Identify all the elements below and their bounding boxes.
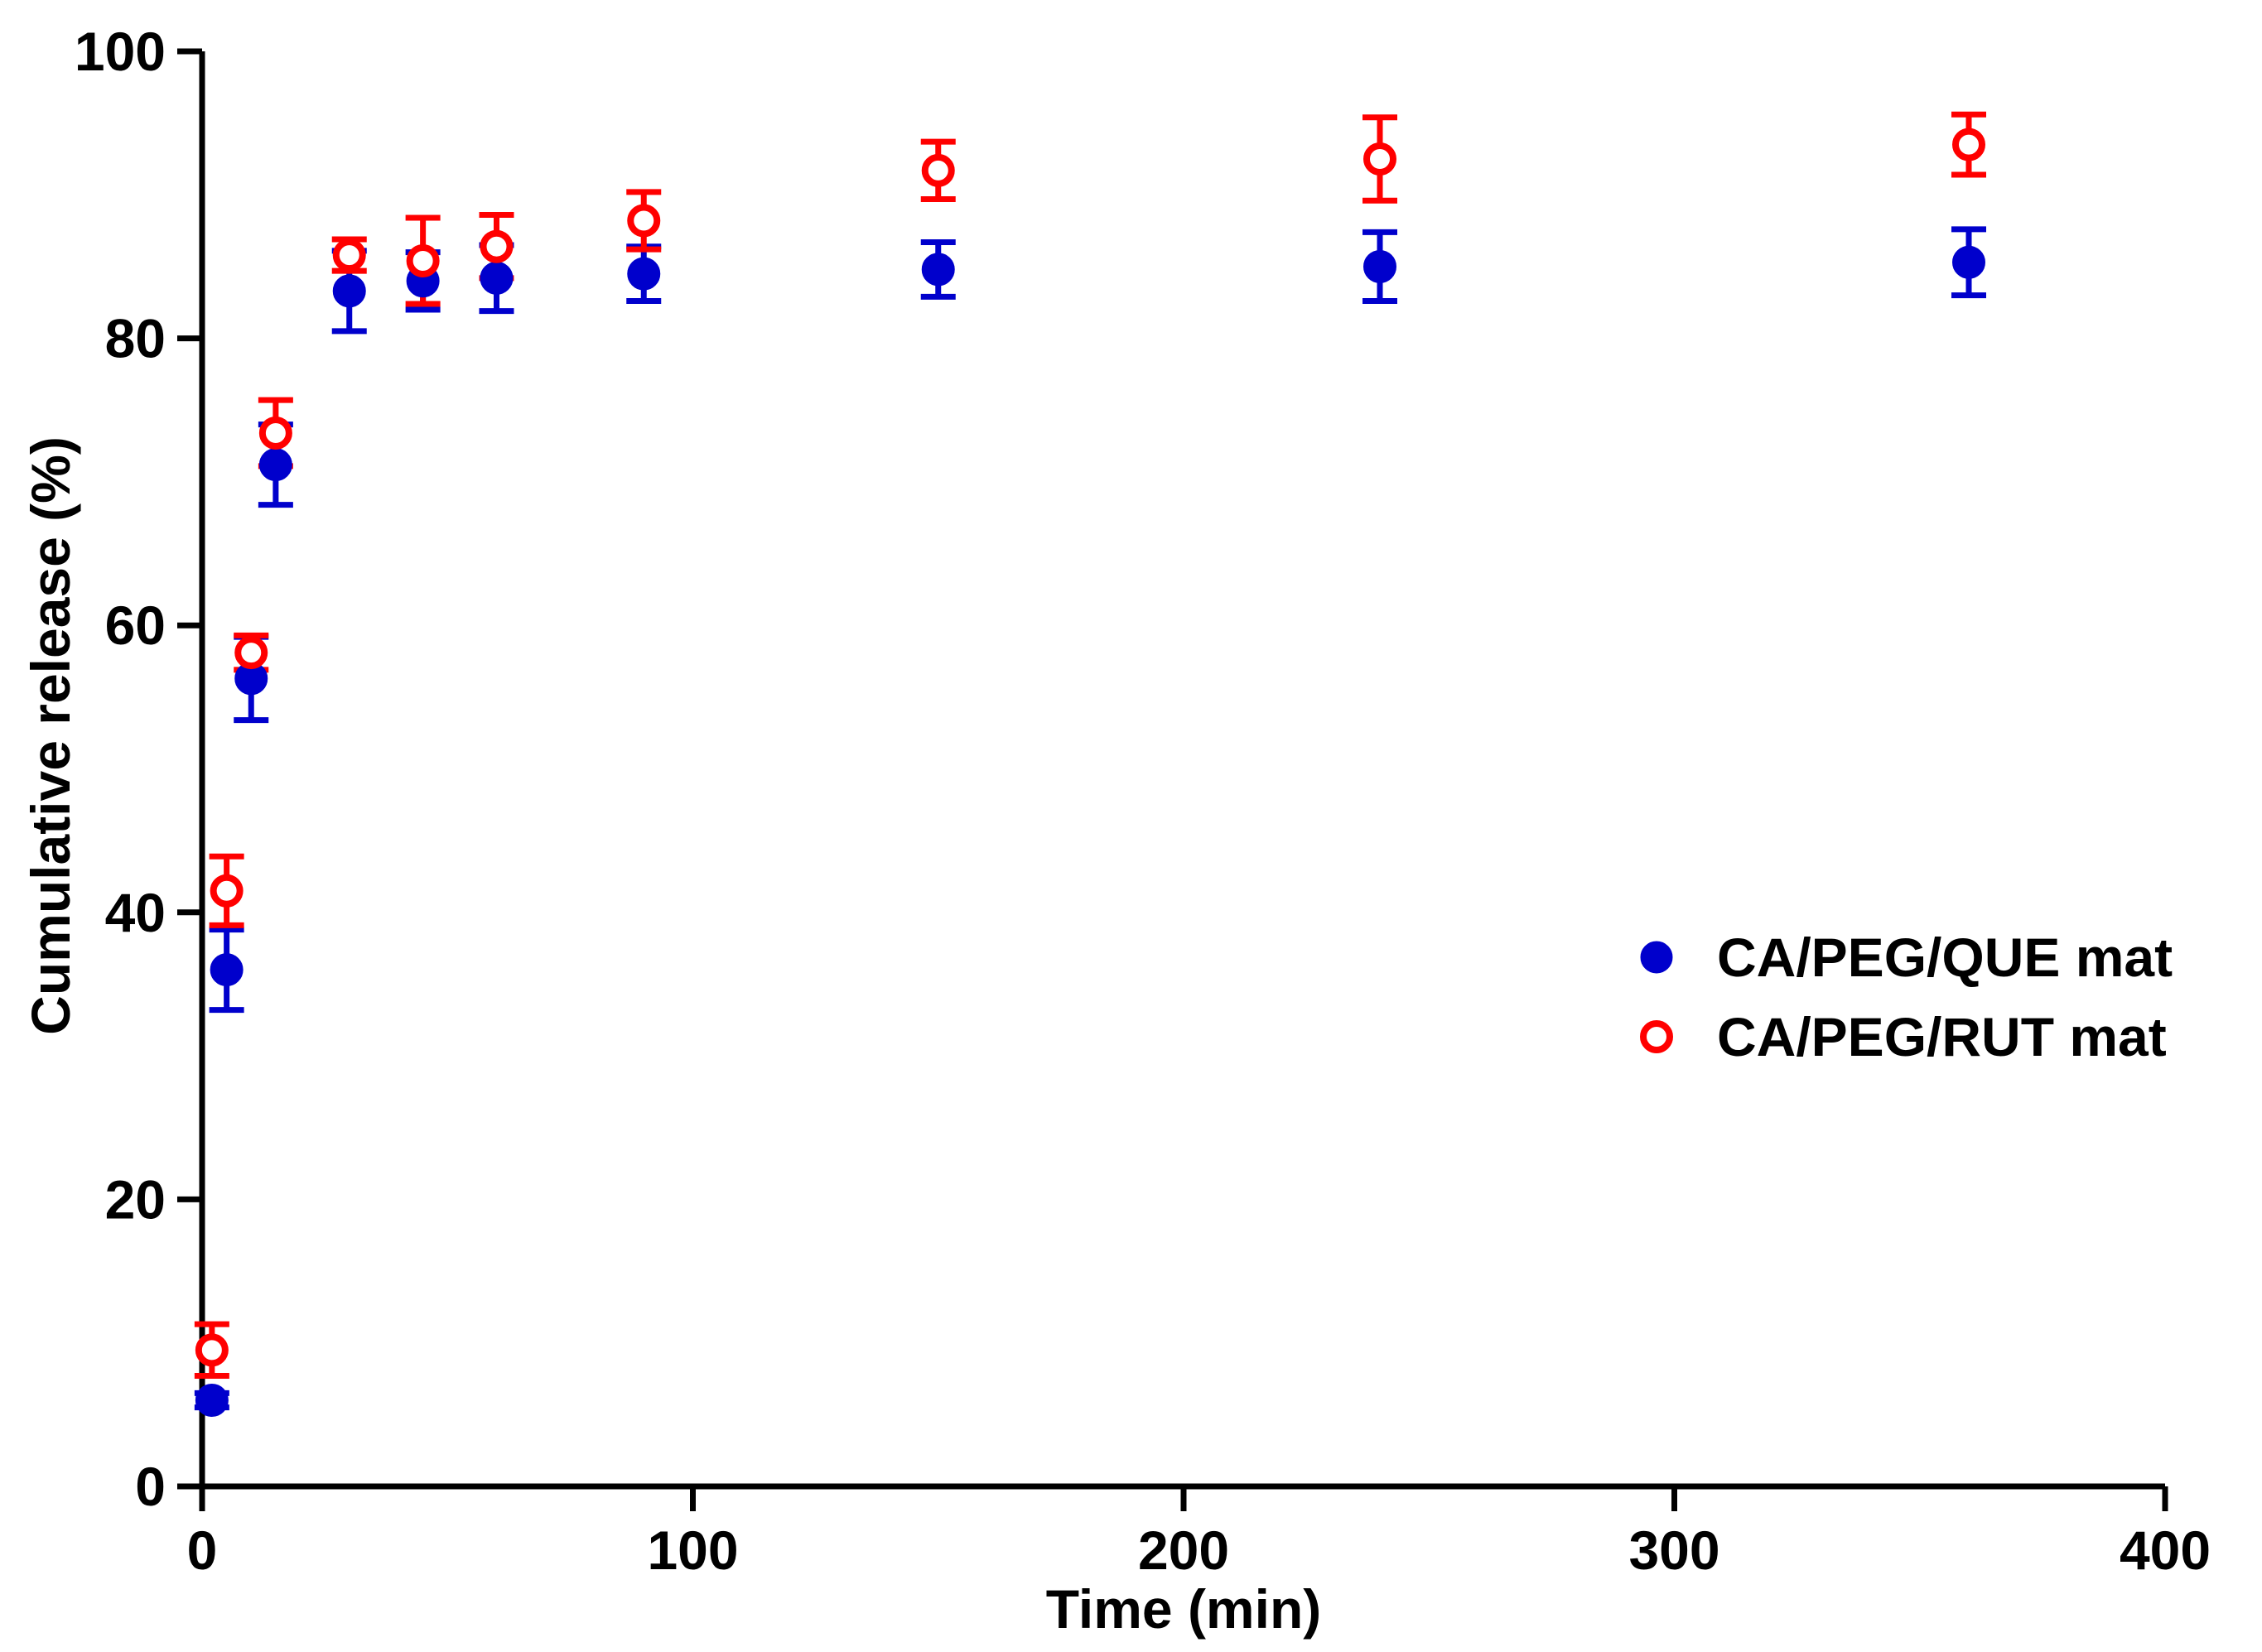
legend-marker-ca-peg-que-mat	[1640, 941, 1673, 974]
error-bars	[194, 111, 1986, 1411]
data-point-ca-peg-rut-mat	[332, 238, 366, 272]
data-point-ca-peg-rut-mat	[258, 416, 292, 450]
y-tick-label: 80	[105, 308, 166, 369]
data-point-ca-peg-que-mat	[195, 1384, 229, 1418]
data-point-ca-peg-que-mat	[1363, 249, 1396, 283]
data-point-ca-peg-que-mat	[1952, 245, 1985, 279]
data-point-ca-peg-rut-mat	[1363, 142, 1396, 176]
x-tick-label: 100	[647, 1520, 738, 1581]
data-point-ca-peg-rut-mat	[210, 874, 244, 908]
x-tick-label: 0	[187, 1520, 218, 1581]
legend-marker-ca-peg-rut-mat	[1640, 1020, 1673, 1053]
data-point-ca-peg-rut-mat	[627, 204, 661, 238]
y-tick-label: 100	[75, 21, 166, 82]
data-point-ca-peg-rut-mat	[921, 153, 955, 187]
x-axis-title: Time (min)	[1046, 1578, 1321, 1640]
data-point-ca-peg-que-mat	[921, 253, 955, 287]
data-point-ca-peg-que-mat	[332, 274, 366, 308]
y-tick-label: 20	[105, 1168, 166, 1230]
data-point-ca-peg-rut-mat	[234, 636, 268, 670]
data-point-ca-peg-que-mat	[480, 261, 514, 295]
data-point-ca-peg-que-mat	[627, 257, 661, 291]
x-tick-label: 400	[2120, 1520, 2211, 1581]
data-point-ca-peg-rut-mat	[195, 1333, 229, 1367]
legend: CA/PEG/QUE mat CA/PEG/RUT mat	[1640, 927, 2173, 1067]
legend-label-ca-peg-rut-mat: CA/PEG/RUT mat	[1717, 1006, 2167, 1067]
data-point-ca-peg-que-mat	[258, 448, 292, 482]
y-tick-label: 40	[105, 882, 166, 943]
data-point-ca-peg-rut-mat	[406, 244, 440, 278]
x-tick-label: 300	[1628, 1520, 1719, 1581]
legend-label-ca-peg-que-mat: CA/PEG/QUE mat	[1717, 927, 2173, 988]
x-tick-label: 200	[1138, 1520, 1229, 1581]
y-tick-label: 0	[135, 1456, 166, 1517]
data-point-ca-peg-que-mat	[210, 953, 244, 987]
y-axis-title: Cumulative release (%)	[20, 436, 81, 1035]
axes: 0 20 40 60 80 100 0 100 200 300 400	[75, 21, 2211, 1581]
data-points	[195, 128, 1985, 1418]
y-tick-label: 60	[105, 595, 166, 656]
data-point-ca-peg-rut-mat	[480, 229, 514, 263]
data-point-ca-peg-rut-mat	[1952, 128, 1985, 161]
